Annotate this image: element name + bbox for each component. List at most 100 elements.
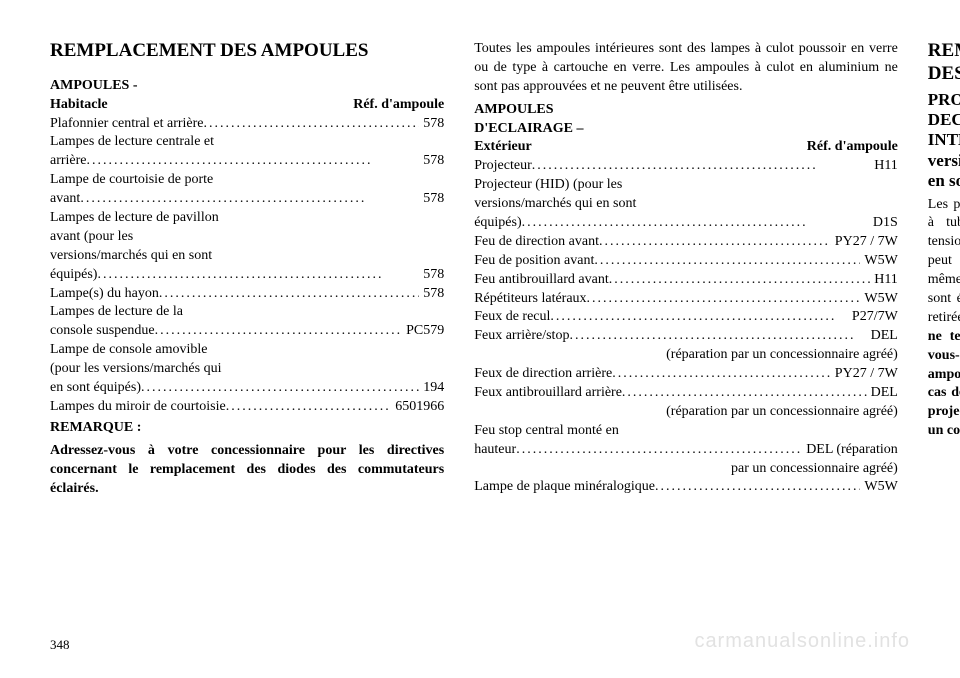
row-label: Projecteur (474, 157, 532, 176)
row-ref: 578 (419, 152, 444, 171)
remark-label: REMARQUE : (50, 419, 444, 438)
table-header-left: Habitacle (50, 96, 108, 115)
subheader: AMPOULES (474, 101, 898, 120)
leader-dots (532, 157, 870, 176)
row-ref: W5W (860, 290, 897, 309)
body-bold: Dès lors, ne tentez pas d'intervenir vou… (928, 310, 960, 438)
row-label: Lampe(s) du hayon (50, 285, 159, 304)
table-header-left: Extérieur (474, 138, 532, 157)
table-row: Feu de position avantW5W (474, 252, 898, 271)
row-label: hauteur (474, 441, 516, 460)
row-label: Lampes du miroir de courtoisie (50, 398, 226, 417)
row-ref: 578 (419, 285, 444, 304)
row-label: Plafonnier central et arrière (50, 115, 204, 134)
body-paragraph: Les projecteurs sont du type à tube à dé… (928, 196, 960, 442)
leader-dots (599, 233, 831, 252)
table-row: en sont équipés)194 (50, 379, 444, 398)
bulb-list: hauteur DEL (réparation (474, 441, 898, 460)
table-row: arrière 578 (50, 152, 444, 171)
table-row: Feux arrière/stop DEL (474, 327, 898, 346)
row-ref: H11 (870, 157, 898, 176)
table-row: Feux antibrouillard arrière DEL (474, 384, 898, 403)
leader-dots (141, 379, 419, 398)
row-ref: DEL (867, 327, 898, 346)
subheader: D'ECLAIRAGE – (474, 120, 898, 139)
leader-dots (550, 308, 848, 327)
watermark: carmanualsonline.info (694, 630, 910, 653)
table-row: Répétiteurs latéraux W5W (474, 290, 898, 309)
row-label: équipés) (474, 214, 521, 233)
row-label: équipés) (50, 266, 97, 285)
leader-dots (587, 290, 861, 309)
leader-dots (226, 398, 391, 417)
leader-dots (159, 285, 419, 304)
table-row: Plafonnier central et arrière578 (50, 115, 444, 134)
row-label-line: versions/marchés qui en sont (474, 195, 898, 214)
row-label: arrière (50, 152, 87, 171)
table-row: Feu de direction avantPY27 / 7W (474, 233, 898, 252)
section-subtitle: PROJECTEURS A DECHARGE HAUTE INTENSITE (… (928, 90, 960, 192)
table-header: Extérieur Réf. d'ampoule (474, 138, 898, 157)
bulb-list: Plafonnier central et arrière578Lampes d… (50, 115, 444, 417)
row-label: Lampe de plaque minéralogique (474, 478, 655, 497)
row-ref: D1S (869, 214, 898, 233)
bulb-list: Feux de direction arrièrePY27 / 7WFeux a… (474, 365, 898, 403)
table-row: Feux de direction arrièrePY27 / 7W (474, 365, 898, 384)
repair-note: (réparation par un concessionnaire agréé… (474, 403, 898, 422)
table-row: équipés) 578 (50, 266, 444, 285)
row-label: Feu antibrouillard avant (474, 271, 609, 290)
leader-dots (522, 214, 869, 233)
subheader: AMPOULES - (50, 77, 444, 96)
row-ref: 578 (419, 266, 444, 285)
table-row: Lampe de plaque minéralogique W5W (474, 478, 898, 497)
row-label: en sont équipés) (50, 379, 141, 398)
row-label: console suspendue (50, 322, 155, 341)
repair-note: par un concessionnaire agréé) (474, 460, 898, 479)
row-label-line: avant (pour les (50, 228, 444, 247)
row-ref: W5W (860, 478, 897, 497)
row-label: Répétiteurs latéraux (474, 290, 586, 309)
manual-page: REMPLACEMENT DES AMPOULES AMPOULES - Hab… (0, 0, 960, 678)
row-ref: PY27 / 7W (831, 365, 898, 384)
row-ref: DEL (réparation (802, 441, 898, 460)
row-label: Feux arrière/stop (474, 327, 569, 346)
table-row: Lampes du miroir de courtoisie 6501966 (50, 398, 444, 417)
leader-dots (612, 365, 831, 384)
section-title: REMPLACEMENT DES AMPOULES (50, 40, 444, 63)
intro-paragraph: Toutes les ampoules intérieures sont des… (474, 40, 898, 97)
row-ref: P27/7W (848, 308, 898, 327)
leader-dots (516, 441, 802, 460)
table-header-right: Réf. d'ampoule (353, 96, 444, 115)
row-label: Feu de position avant (474, 252, 594, 271)
row-ref: PY27 / 7W (831, 233, 898, 252)
table-row: Feu antibrouillard avantH11 (474, 271, 898, 290)
row-label-line: Lampes de lecture de la (50, 303, 444, 322)
row-label: avant (50, 190, 80, 209)
leader-dots (155, 322, 402, 341)
row-label: Feux de recul (474, 308, 550, 327)
leader-dots (655, 478, 860, 497)
row-label-line: Projecteur (HID) (pour les (474, 176, 898, 195)
table-row: avant578 (50, 190, 444, 209)
row-label: Feux antibrouillard arrière (474, 384, 622, 403)
row-label-line: Lampe de courtoisie de porte (50, 171, 444, 190)
table-row: Projecteur H11 (474, 157, 898, 176)
leader-dots (87, 152, 420, 171)
bulb-list: Projecteur H11Projecteur (HID) (pour lesv… (474, 157, 898, 346)
row-label-line: Lampes de lecture de pavillon (50, 209, 444, 228)
body-plain: Les projecteurs sont du type à tube à dé… (928, 197, 960, 325)
row-ref: DEL (867, 384, 898, 403)
table-row: équipés) D1S (474, 214, 898, 233)
row-label-line: Lampe de console amovible (50, 341, 444, 360)
remark-text: Adressez-vous à votre concessionnaire po… (50, 442, 444, 499)
table-header-right: Réf. d'ampoule (807, 138, 898, 157)
leader-dots (594, 252, 860, 271)
row-label-line: versions/marchés qui en sont (50, 247, 444, 266)
column-1: REMPLACEMENT DES AMPOULES AMPOULES - Hab… (50, 40, 444, 620)
leader-dots (609, 271, 870, 290)
leader-dots (97, 266, 419, 285)
column-3: REMPLACEMENT DES AMPOULES PROJECTEURS A … (928, 40, 960, 620)
leader-dots (80, 190, 419, 209)
leader-dots (569, 327, 866, 346)
row-ref: 6501966 (391, 398, 444, 417)
